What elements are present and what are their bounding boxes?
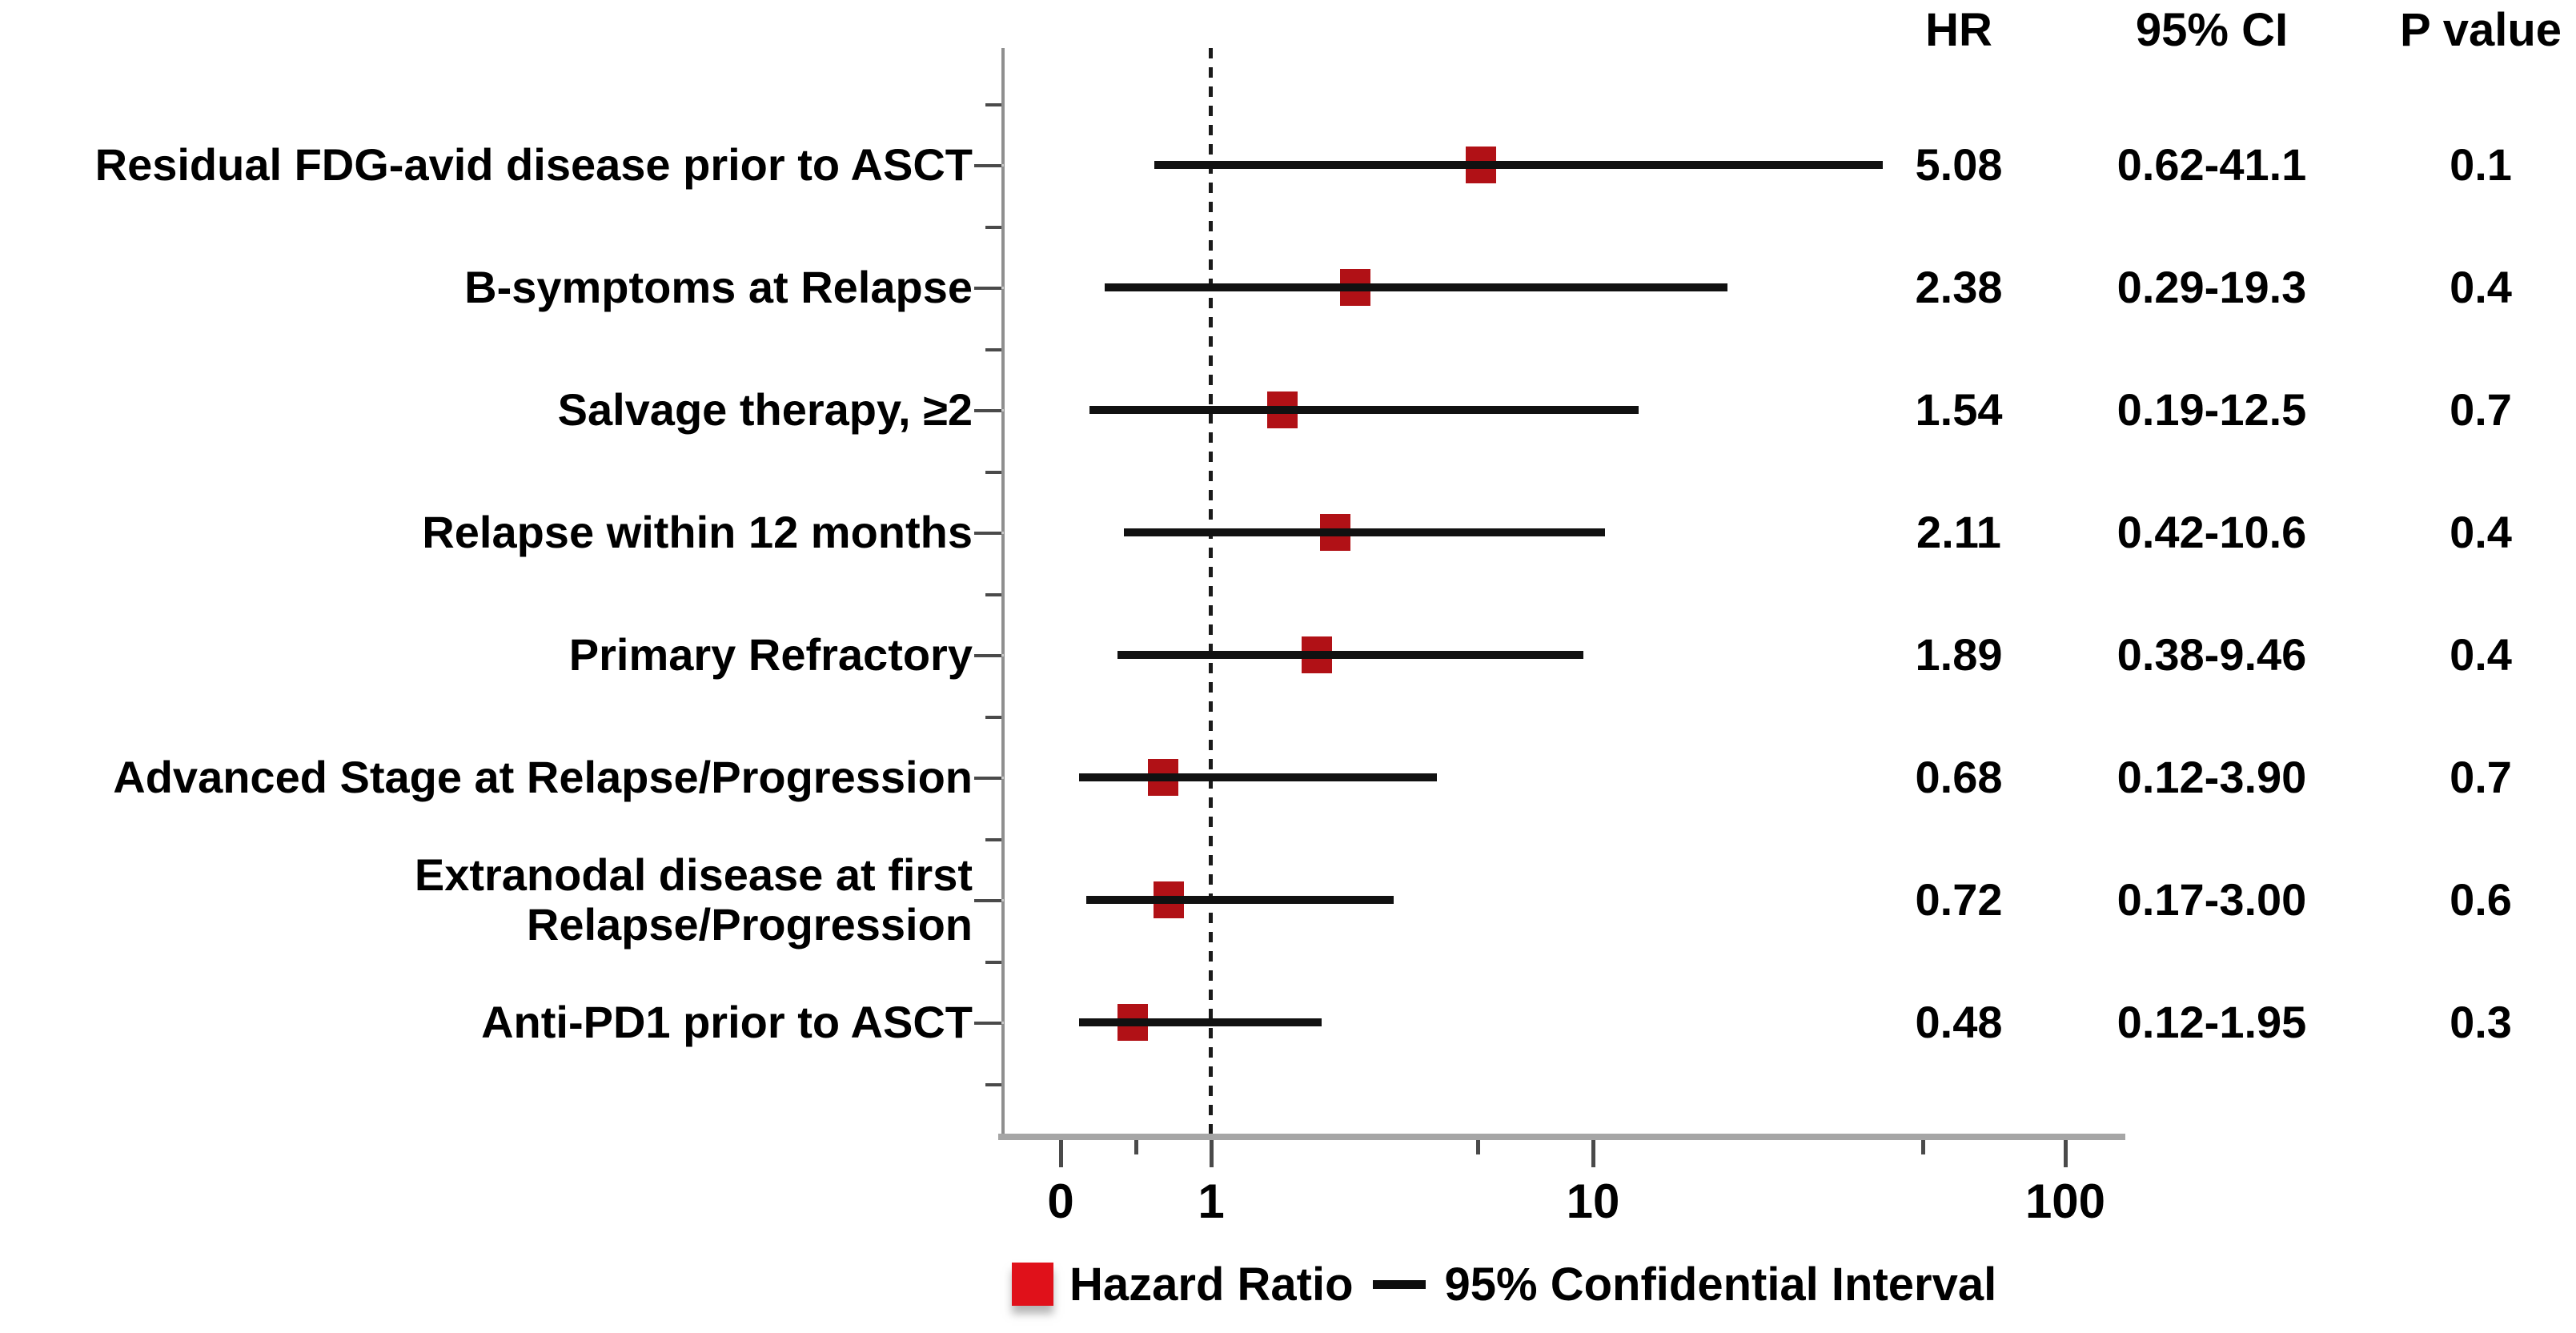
table-cell-hr: 2.11	[1916, 507, 2001, 557]
y-axis-line	[1001, 48, 1005, 1140]
ci-whisker	[1104, 283, 1728, 291]
x-axis-tick-label: 10	[1566, 1174, 1620, 1228]
table-cell-ci: 0.29-19.3	[2117, 262, 2307, 312]
x-axis-tick-label: 100	[2024, 1174, 2106, 1228]
y-axis-tick	[985, 837, 1001, 841]
row-label: Residual FDG-avid disease prior to ASCT	[94, 139, 973, 190]
x-axis-minor-tick	[1921, 1140, 1926, 1154]
legend: Hazard Ratio 95% Confidential Interval	[1012, 1246, 1996, 1323]
column-header-hr: HR	[1925, 4, 1992, 56]
table-cell-ci: 0.42-10.6	[2117, 507, 2307, 557]
table-cell-pvalue: 0.4	[2450, 507, 2512, 557]
y-axis-tick	[974, 777, 1001, 780]
y-axis-tick	[985, 470, 1001, 474]
x-axis-major-tick	[1059, 1140, 1063, 1167]
row-label: B-symptoms at Relapse	[464, 262, 973, 312]
table-cell-pvalue: 0.4	[2450, 262, 2512, 312]
table-cell-ci: 0.12-3.90	[2117, 752, 2307, 802]
reference-line-hr1	[1209, 48, 1213, 1135]
x-axis-minor-tick	[1134, 1140, 1138, 1154]
y-axis-tick	[985, 1082, 1001, 1086]
row-label: Salvage therapy, ≥2	[557, 384, 973, 435]
table-cell-hr: 1.54	[1915, 384, 2003, 435]
table-cell-hr: 0.68	[1915, 752, 2003, 802]
y-axis-tick	[985, 347, 1001, 351]
table-cell-pvalue: 0.7	[2450, 384, 2512, 435]
y-axis-tick	[985, 102, 1001, 106]
legend-marker-label: Hazard Ratio	[1069, 1258, 1354, 1311]
y-axis-tick	[985, 960, 1001, 964]
ci-whisker	[1117, 651, 1584, 659]
x-axis-tick-label: 1	[1198, 1174, 1225, 1228]
x-axis-major-tick	[2064, 1140, 2068, 1167]
table-cell-hr: 0.48	[1915, 997, 2003, 1047]
y-axis-tick	[985, 592, 1001, 596]
legend-line-label: 95% Confidential Interval	[1444, 1258, 1997, 1311]
table-cell-pvalue: 0.3	[2450, 997, 2512, 1047]
table-cell-ci: 0.19-12.5	[2117, 384, 2307, 435]
y-axis-tick	[974, 409, 1001, 412]
x-axis-major-tick	[1591, 1140, 1595, 1167]
y-axis-tick	[974, 654, 1001, 657]
row-label: Relapse within 12 months	[422, 507, 973, 557]
ci-whisker	[1154, 161, 1884, 169]
ci-whisker	[1085, 896, 1394, 904]
ci-whisker	[1123, 528, 1605, 536]
y-axis-tick	[985, 715, 1001, 719]
table-cell-pvalue: 0.4	[2450, 629, 2512, 680]
ci-whisker	[1078, 1018, 1322, 1026]
x-axis-tick-label: 0	[1047, 1174, 1074, 1228]
y-axis-tick	[974, 287, 1001, 290]
x-axis-major-tick	[1210, 1140, 1214, 1167]
y-axis-tick	[974, 532, 1001, 535]
column-header-ci: 95% CI	[2135, 4, 2289, 56]
table-cell-hr: 5.08	[1915, 139, 2003, 190]
y-axis-tick	[974, 164, 1001, 167]
row-label: Extranodal disease at first Relapse/Prog…	[414, 849, 973, 950]
y-axis-tick	[974, 1022, 1001, 1025]
y-axis-tick	[974, 899, 1001, 902]
table-cell-hr: 1.89	[1915, 629, 2003, 680]
table-cell-hr: 2.38	[1915, 262, 2003, 312]
y-axis-tick	[985, 225, 1001, 229]
hazard-ratio-marker-swatch	[1012, 1263, 1053, 1306]
row-label: Anti-PD1 prior to ASCT	[481, 997, 973, 1047]
row-label: Primary Refractory	[568, 629, 973, 680]
table-cell-ci: 0.38-9.46	[2117, 629, 2307, 680]
table-cell-pvalue: 0.6	[2450, 874, 2512, 925]
table-cell-ci: 0.17-3.00	[2117, 874, 2307, 925]
column-header-pvalue: P value	[2399, 4, 2562, 56]
ci-whisker	[1078, 773, 1437, 781]
table-cell-ci: 0.62-41.1	[2117, 139, 2307, 190]
x-axis-minor-tick	[1476, 1140, 1481, 1154]
table-cell-ci: 0.12-1.95	[2117, 997, 2307, 1047]
table-cell-hr: 0.72	[1915, 874, 2003, 925]
table-cell-pvalue: 0.7	[2450, 752, 2512, 802]
table-cell-pvalue: 0.1	[2450, 139, 2512, 190]
ci-whisker	[1089, 406, 1639, 414]
confidence-interval-line-swatch	[1372, 1279, 1426, 1289]
x-axis-line	[998, 1134, 2125, 1140]
row-label: Advanced Stage at Relapse/Progression	[113, 752, 973, 802]
